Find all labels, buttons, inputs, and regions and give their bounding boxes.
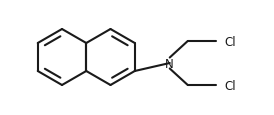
Text: Cl: Cl [225,79,236,92]
Text: N: N [165,57,174,70]
Text: Cl: Cl [225,35,236,48]
